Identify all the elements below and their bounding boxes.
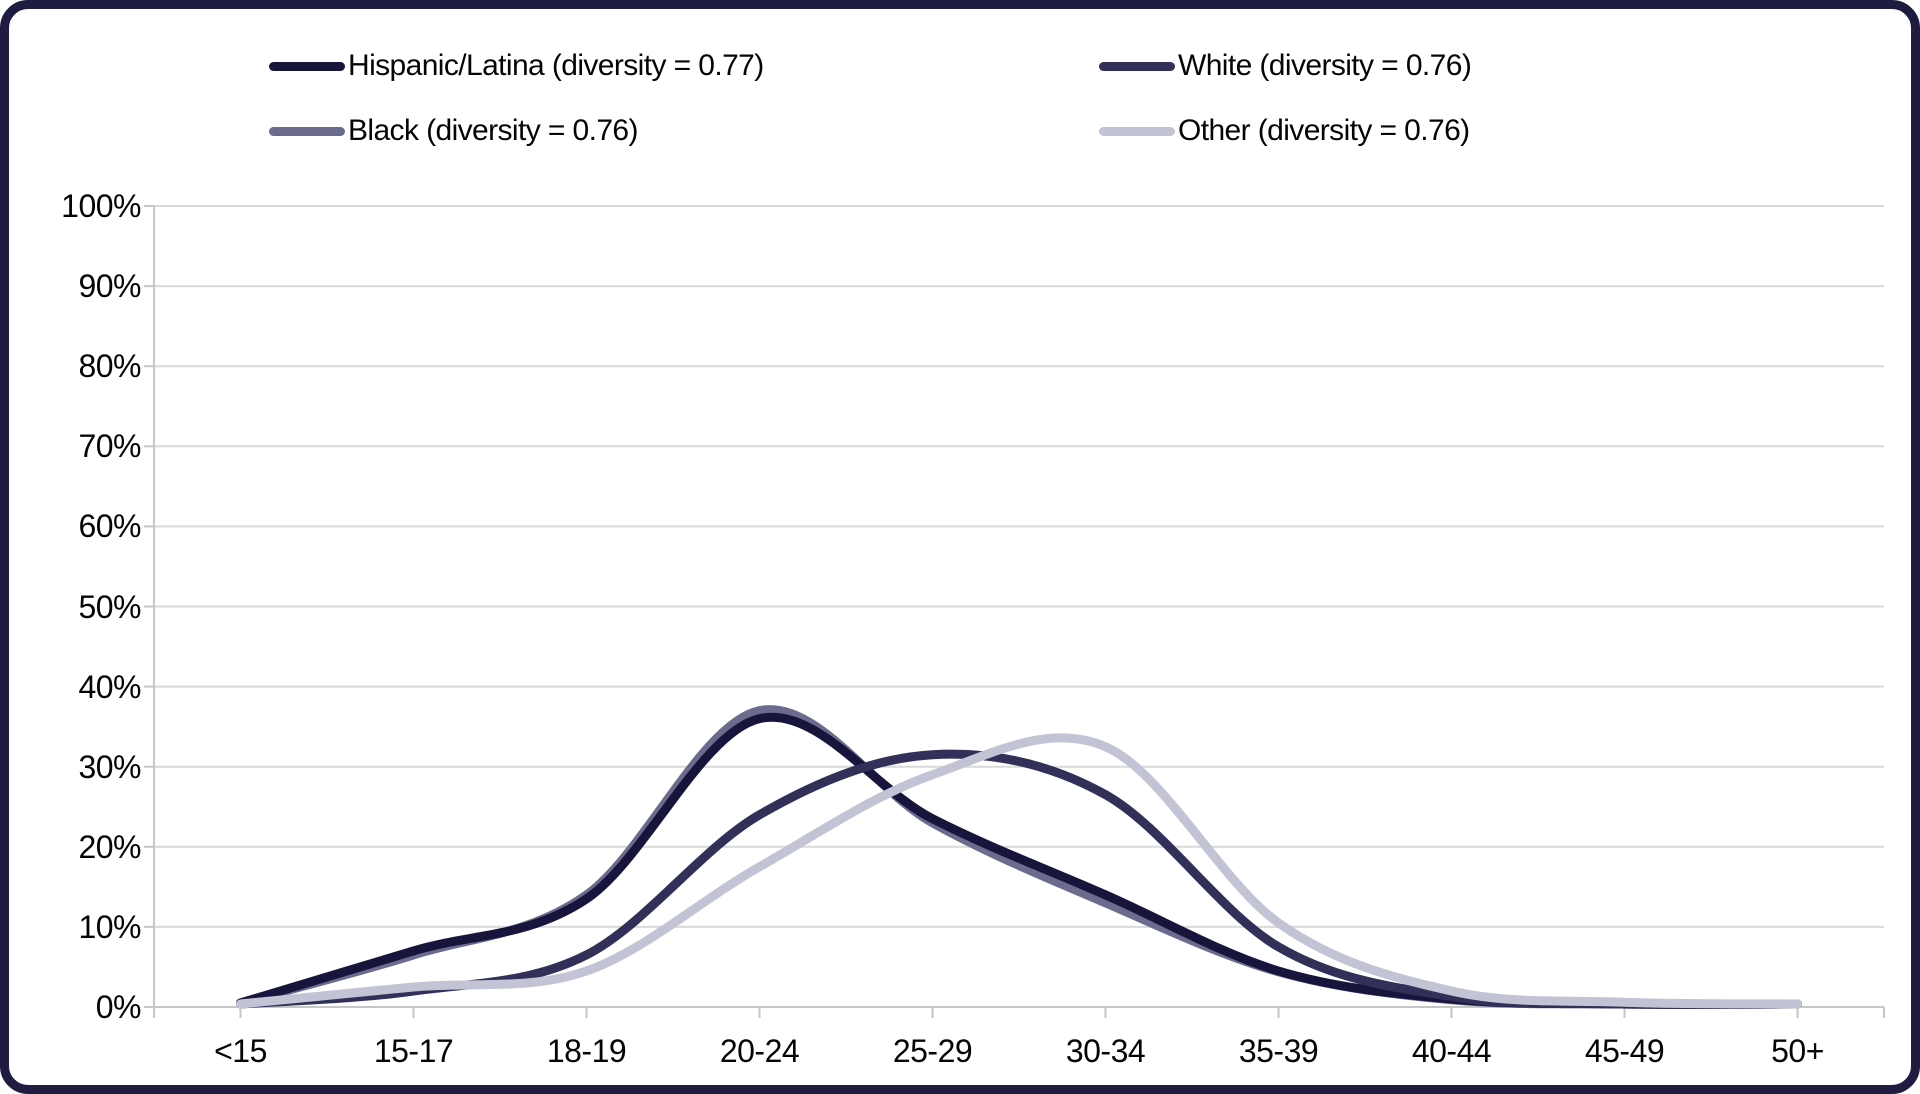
legend-line-swatch-other: [1099, 126, 1175, 136]
legend-label: Hispanic/Latina (diversity = 0.77): [348, 49, 764, 82]
legend-line-swatch-hispanic-latina: [269, 61, 345, 71]
legend-item-white: White (diversity = 0.76): [1099, 48, 1472, 84]
legend-line-swatch-white: [1099, 61, 1175, 71]
x-axis-label: 35-39: [1238, 1033, 1319, 1069]
y-axis-label: 40%: [78, 668, 141, 705]
legend-label: Black (diversity = 0.76): [348, 114, 638, 147]
y-axis-label: 10%: [78, 908, 141, 945]
legend-item-black: Black (diversity = 0.76): [269, 113, 638, 149]
x-axis-label: 45-49: [1584, 1033, 1665, 1069]
x-axis-label: 50+: [1771, 1033, 1824, 1069]
age-distribution-line-chart: [144, 205, 1885, 1018]
y-axis-label: 50%: [78, 588, 141, 625]
y-axis-label: 90%: [78, 268, 141, 305]
y-axis-label: 100%: [61, 188, 141, 224]
y-axis-label: 70%: [78, 428, 141, 465]
series-line-white: [236, 749, 1802, 1009]
y-axis-label: 20%: [78, 828, 141, 865]
x-axis-label: 30-34: [1065, 1033, 1146, 1069]
x-axis-label: 25-29: [892, 1033, 973, 1069]
legend-item-hispanic-latina: Hispanic/Latina (diversity = 0.77): [269, 48, 764, 84]
x-axis-label: 18-19: [546, 1033, 627, 1069]
x-axis-label: 20-24: [719, 1033, 800, 1069]
series-line-other: [236, 733, 1802, 1009]
legend-label: Other (diversity = 0.76): [1178, 114, 1470, 147]
legend-label: White (diversity = 0.76): [1178, 49, 1472, 82]
y-axis-label: 30%: [78, 748, 141, 785]
legend-item-other: Other (diversity = 0.76): [1099, 113, 1470, 149]
x-axis-label: 15-17: [373, 1033, 454, 1069]
y-axis-label: 80%: [78, 348, 141, 385]
x-axis-label: <15: [214, 1033, 267, 1069]
y-axis-label: 60%: [78, 508, 141, 545]
legend-line-swatch-black: [269, 126, 345, 136]
y-axis-label: 0%: [95, 989, 142, 1025]
x-axis-label: 40-44: [1411, 1033, 1492, 1069]
